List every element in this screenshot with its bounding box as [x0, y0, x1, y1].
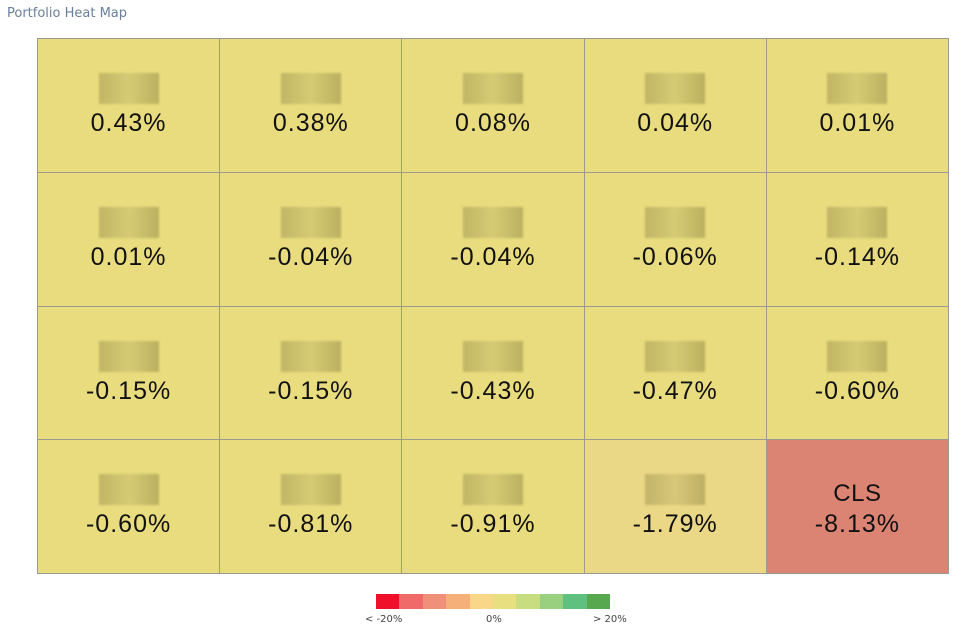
- legend-swatch: [516, 594, 540, 609]
- heat-map-tile[interactable]: -0.15%: [220, 306, 403, 441]
- tile-change-percent: -0.06%: [632, 242, 718, 271]
- redacted-ticker: [462, 474, 523, 506]
- heat-map-tile[interactable]: CLS -8.13%: [766, 440, 949, 574]
- tile-change-percent: -0.15%: [85, 376, 172, 405]
- legend-max-label: > 20%: [593, 614, 627, 625]
- legend-swatch: [399, 594, 423, 609]
- redacted-ticker: [98, 474, 159, 506]
- heat-map-grid: 0.43% 0.38% 0.08% 0.04% 0.01% 0.01% -0.04% -0.0…: [37, 38, 949, 574]
- legend-swatch: [539, 594, 564, 609]
- tile-change-percent: -0.15%: [268, 376, 354, 405]
- tile-change-percent: -0.04%: [268, 242, 354, 271]
- legend-swatch: [586, 594, 610, 609]
- redacted-ticker: [280, 206, 341, 238]
- legend-swatch: [446, 594, 470, 609]
- legend-swatch: [469, 594, 493, 609]
- heat-map-tile[interactable]: -1.79%: [584, 440, 767, 574]
- redacted-ticker: [645, 340, 706, 372]
- redacted-ticker: [645, 73, 706, 104]
- heat-map-tile[interactable]: -0.43%: [402, 306, 585, 441]
- heat-map-tile[interactable]: -0.60%: [38, 440, 221, 574]
- redacted-ticker: [98, 340, 159, 372]
- legend-min-label: < -20%: [365, 614, 403, 625]
- heat-map-tile[interactable]: -0.04%: [402, 172, 585, 307]
- redacted-ticker: [462, 206, 523, 238]
- heat-map-tile[interactable]: -0.04%: [220, 172, 403, 307]
- heat-map-tile[interactable]: -0.81%: [220, 440, 403, 574]
- tile-change-percent: 0.08%: [455, 109, 531, 137]
- tile-change-percent: 0.04%: [637, 109, 714, 137]
- redacted-ticker: [280, 474, 341, 506]
- redacted-ticker: [280, 340, 341, 372]
- color-legend: [376, 594, 610, 609]
- tile-change-percent: -0.91%: [450, 510, 536, 539]
- heat-map-tile[interactable]: -0.47%: [584, 306, 767, 441]
- heat-map-tile[interactable]: 0.04%: [584, 39, 767, 173]
- tile-change-percent: -8.13%: [814, 510, 900, 539]
- tile-change-percent: -0.47%: [632, 376, 718, 405]
- tile-change-percent: -0.43%: [450, 376, 536, 405]
- tile-change-percent: -0.60%: [85, 510, 172, 539]
- tile-change-percent: -0.60%: [814, 376, 900, 405]
- redacted-ticker: [645, 206, 706, 238]
- redacted-ticker: [827, 73, 888, 104]
- legend-swatch: [492, 594, 517, 609]
- tile-ticker: CLS: [833, 480, 882, 508]
- tile-change-percent: 0.01%: [819, 109, 896, 137]
- tile-change-percent: -0.04%: [450, 242, 536, 271]
- tile-change-percent: 0.01%: [90, 242, 167, 271]
- heat-map-tile[interactable]: -0.06%: [584, 172, 767, 307]
- redacted-ticker: [827, 340, 888, 372]
- heat-map-tile[interactable]: 0.08%: [402, 39, 585, 173]
- redacted-ticker: [98, 73, 159, 104]
- heat-map-tile[interactable]: 0.01%: [38, 172, 221, 307]
- legend-mid-label: 0%: [486, 614, 502, 625]
- heat-map-tile[interactable]: -0.91%: [402, 440, 585, 574]
- legend-swatch: [376, 594, 400, 609]
- redacted-ticker: [645, 474, 706, 506]
- redacted-ticker: [280, 73, 341, 104]
- heat-map-tile[interactable]: -0.15%: [38, 306, 221, 441]
- heat-map-tile[interactable]: 0.38%: [220, 39, 403, 173]
- legend-swatch: [563, 594, 587, 609]
- heat-map-tile[interactable]: 0.01%: [766, 39, 949, 173]
- redacted-ticker: [462, 73, 523, 104]
- heat-map-tile[interactable]: -0.14%: [766, 172, 949, 307]
- tile-change-percent: -0.14%: [814, 242, 900, 271]
- tile-change-percent: -0.81%: [268, 510, 354, 539]
- redacted-ticker: [98, 206, 159, 238]
- tile-change-percent: -1.79%: [632, 510, 718, 539]
- legend-swatch: [422, 594, 447, 609]
- tile-change-percent: 0.43%: [90, 109, 167, 137]
- tile-change-percent: 0.38%: [272, 109, 349, 137]
- heat-map-tile[interactable]: 0.43%: [38, 39, 221, 173]
- redacted-ticker: [462, 340, 523, 372]
- page-title: Portfolio Heat Map: [7, 6, 128, 21]
- redacted-ticker: [827, 206, 888, 238]
- heat-map-tile[interactable]: -0.60%: [766, 306, 949, 441]
